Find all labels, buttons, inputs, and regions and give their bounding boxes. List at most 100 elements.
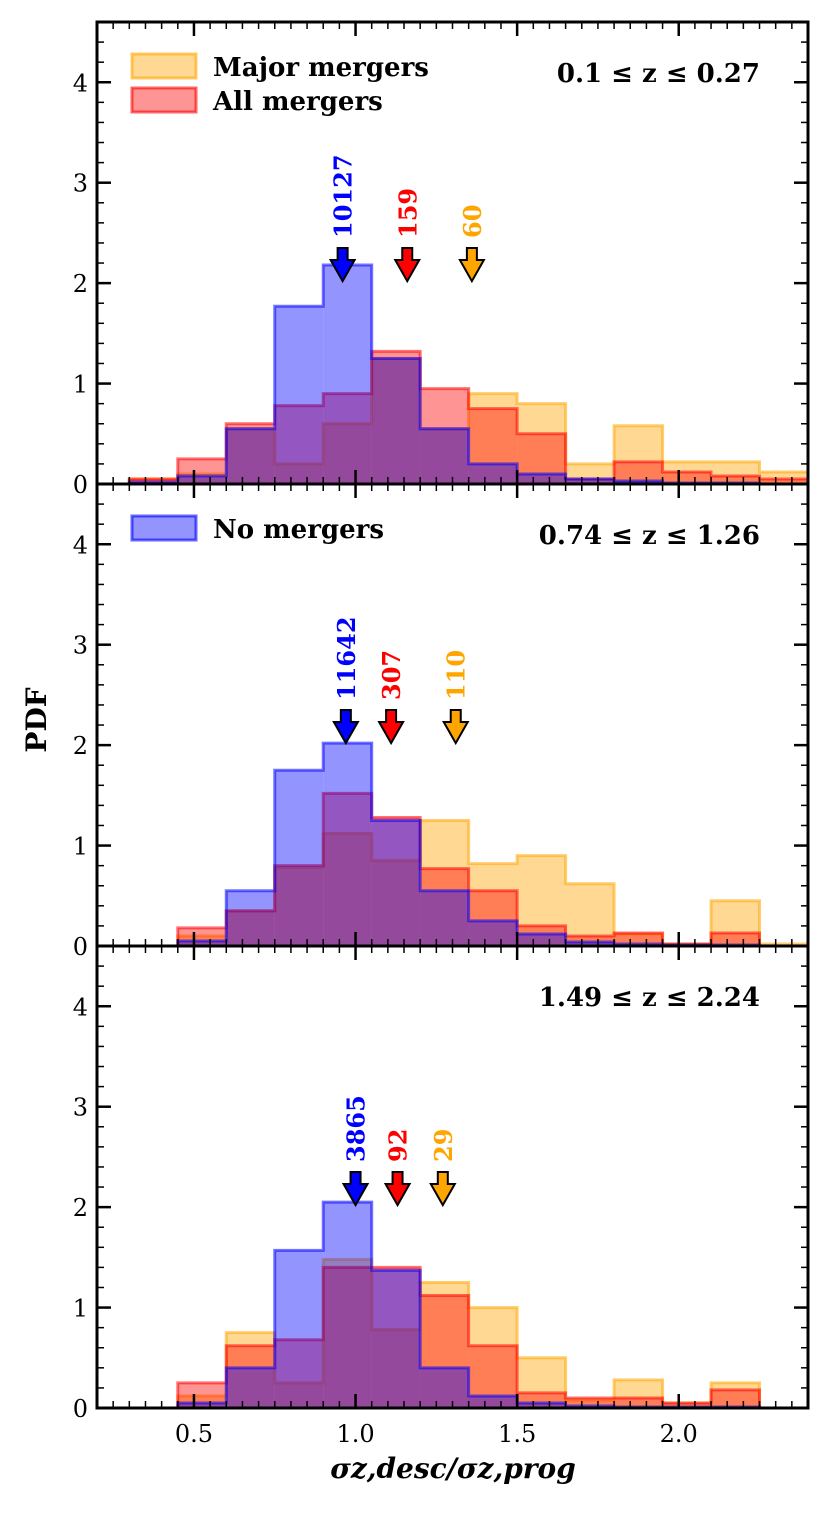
bar	[711, 900, 760, 946]
bar	[323, 423, 372, 484]
bar	[662, 1402, 712, 1408]
bar	[177, 1402, 227, 1408]
bar	[323, 1202, 372, 1408]
series-major-mergers	[97, 1257, 808, 1408]
bar	[177, 458, 227, 484]
histograms	[97, 263, 808, 486]
count-label: 60	[458, 205, 487, 238]
legend-item: All mergers	[130, 86, 383, 117]
arrow-icon	[429, 1170, 457, 1208]
x-axis-label: σz,desc/σz,prog	[330, 1452, 576, 1485]
bar	[274, 1382, 324, 1408]
bar	[565, 478, 615, 484]
bar	[517, 933, 566, 946]
x-tick-label: 1.0	[336, 1420, 374, 1448]
bar	[274, 865, 324, 946]
legend-label: Major mergers	[213, 53, 429, 83]
marker-no-mergers: 3865	[342, 1095, 371, 1208]
legend-swatch	[130, 86, 198, 114]
bar	[226, 910, 275, 946]
bar	[226, 428, 275, 484]
bar	[711, 932, 760, 946]
bar	[226, 423, 275, 484]
bar	[274, 1250, 324, 1408]
bar	[468, 920, 518, 946]
bar	[468, 1395, 518, 1408]
marker-major-mergers: 60	[458, 205, 487, 284]
bar	[371, 351, 421, 484]
x-tick-label: 2.0	[660, 1420, 698, 1448]
bar	[371, 1270, 421, 1408]
bar	[177, 475, 227, 484]
legend-swatch	[130, 514, 198, 542]
bar	[614, 480, 663, 484]
bar	[177, 473, 227, 484]
bar	[759, 478, 808, 484]
count-label: 10127	[329, 154, 358, 238]
bar	[323, 793, 372, 946]
ticks: 0 1 2 3 4 0.5 1.0 1.5 2.0	[73, 945, 809, 1448]
bar	[711, 1382, 760, 1408]
panel-1: 0 1 2 3 4 0.1 ≤ z ≤ 0.27 10127 159 60 Major merge…	[73, 20, 810, 499]
bar	[468, 463, 518, 484]
bar	[711, 461, 760, 484]
bar	[226, 428, 275, 484]
panel-3: 0 1 2 3 4 0.5 1.0 1.5 2.0 1.49 ≤ z ≤ 2.24 3865 92 29	[73, 944, 810, 1448]
count-label: 11642	[332, 616, 361, 700]
bar	[662, 471, 712, 484]
bar	[323, 265, 372, 484]
bar	[517, 1357, 566, 1408]
bar	[614, 461, 663, 484]
bar	[226, 1367, 275, 1408]
bar	[565, 478, 615, 484]
arrow-icon	[328, 246, 357, 284]
bar	[420, 868, 469, 946]
y-tick-label: 1	[73, 833, 88, 861]
bar	[517, 1402, 566, 1408]
bar	[371, 358, 421, 484]
marker-all-mergers: 307	[377, 650, 406, 746]
count-label: 159	[393, 188, 422, 238]
bar	[614, 425, 663, 484]
axes-frame	[95, 944, 810, 1410]
bar	[420, 428, 469, 484]
y-tick-label: 0	[73, 933, 88, 961]
bar	[323, 1267, 372, 1408]
bar	[517, 433, 566, 484]
legend-label: No mergers	[213, 515, 384, 545]
bar	[323, 1259, 372, 1408]
redshift-label: 0.74 ≤ z ≤ 1.26	[539, 521, 760, 551]
bar	[371, 860, 421, 946]
legend-item: No mergers	[130, 514, 384, 545]
histograms	[97, 1200, 808, 1408]
count-label: 307	[377, 650, 406, 700]
series-all-mergers	[97, 791, 762, 948]
count-label: 110	[442, 650, 471, 700]
series-no-mergers	[97, 741, 762, 948]
bar	[711, 475, 760, 484]
bar	[420, 388, 469, 484]
marker-all-mergers: 92	[383, 1129, 413, 1208]
bar	[323, 393, 372, 484]
arrow-icon	[383, 1170, 412, 1208]
count-label: 29	[429, 1129, 458, 1162]
bar	[274, 405, 324, 484]
bar	[565, 941, 615, 946]
x-tick-label: 0.5	[175, 1420, 213, 1448]
bar	[226, 910, 275, 946]
bar	[711, 1389, 760, 1408]
y-tick-label: 0	[73, 1395, 88, 1423]
bar	[662, 1402, 712, 1408]
bar	[371, 817, 421, 946]
bar	[177, 940, 227, 946]
y-tick-label: 3	[73, 632, 88, 660]
redshift-label: 0.1 ≤ z ≤ 0.27	[557, 59, 760, 89]
bar	[565, 1399, 615, 1408]
bar	[517, 403, 566, 484]
marker-all-mergers: 159	[393, 188, 422, 284]
arrow-icon	[458, 246, 486, 284]
bar	[420, 428, 469, 484]
bar	[468, 863, 518, 946]
bar	[614, 1397, 663, 1408]
arrow-icon	[393, 246, 421, 284]
